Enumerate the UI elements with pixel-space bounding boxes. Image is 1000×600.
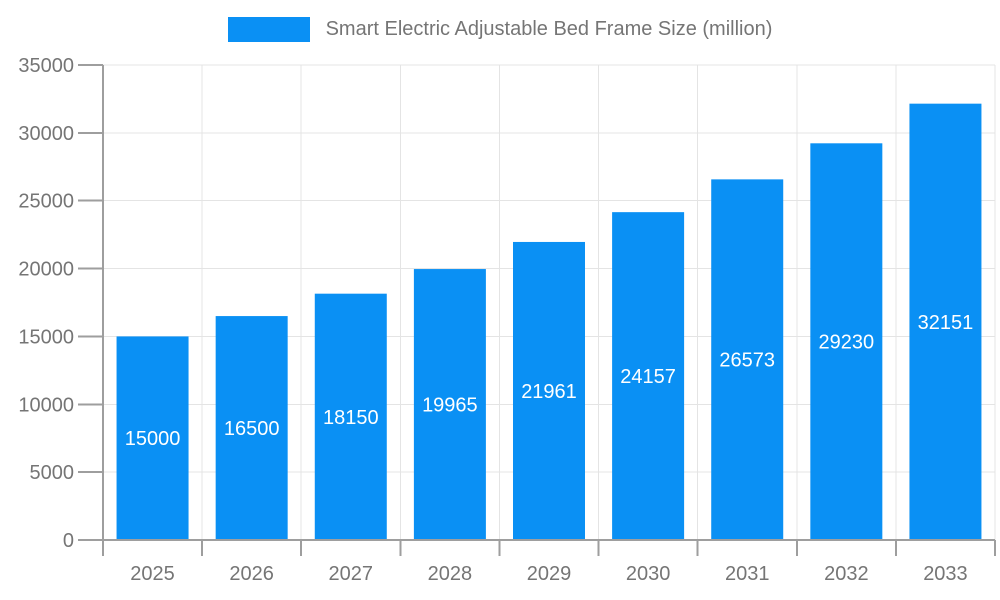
bar-2025[interactable]: [116, 336, 189, 540]
x-axis-tick-label: 2033: [923, 563, 968, 585]
bar-2028[interactable]: [413, 269, 486, 540]
bar-value-label: 18150: [323, 407, 379, 429]
bar-value-label: 24157: [620, 366, 676, 388]
bar-2033[interactable]: [909, 103, 982, 540]
x-axis-tick-label: 2032: [824, 563, 869, 585]
bar-value-label: 15000: [125, 428, 181, 450]
bar-value-label: 32151: [918, 312, 974, 334]
bar-value-label: 19965: [422, 395, 478, 417]
bar-2030[interactable]: [612, 212, 685, 540]
bar-2029[interactable]: [513, 241, 585, 540]
bar-value-label: 16500: [224, 418, 280, 440]
bar-2027[interactable]: [314, 293, 387, 540]
bar-2031[interactable]: [711, 179, 784, 540]
y-axis-tick-label: 30000: [18, 123, 74, 145]
y-axis-tick-label: 35000: [18, 55, 74, 77]
legend-label: Smart Electric Adjustable Bed Frame Size…: [325, 17, 773, 40]
y-axis-tick-label: 0: [63, 530, 74, 552]
x-axis-tick-label: 2031: [725, 563, 770, 585]
y-axis-tick-label: 10000: [18, 394, 74, 416]
x-axis-tick-label: 2028: [428, 563, 473, 585]
bar-2026[interactable]: [215, 316, 288, 540]
bar-value-label: 26573: [719, 350, 775, 372]
x-axis-tick-label: 2027: [329, 563, 374, 585]
x-axis-tick-label: 2030: [626, 563, 671, 585]
legend: Smart Electric Adjustable Bed Frame Size…: [0, 15, 1000, 43]
y-axis-tick-label: 5000: [30, 462, 75, 484]
y-axis-tick-label: 20000: [18, 259, 74, 281]
y-axis-tick-label: 25000: [18, 191, 74, 213]
x-axis-tick-label: 2025: [130, 563, 175, 585]
x-axis-tick-label: 2029: [527, 563, 572, 585]
bar-value-label: 21961: [521, 381, 577, 403]
legend-swatch[interactable]: [227, 16, 310, 42]
x-axis-tick-label: 2026: [229, 563, 274, 585]
y-axis-tick-label: 15000: [18, 326, 74, 348]
bar-value-label: 29230: [819, 332, 875, 354]
bar-2032[interactable]: [810, 143, 883, 541]
